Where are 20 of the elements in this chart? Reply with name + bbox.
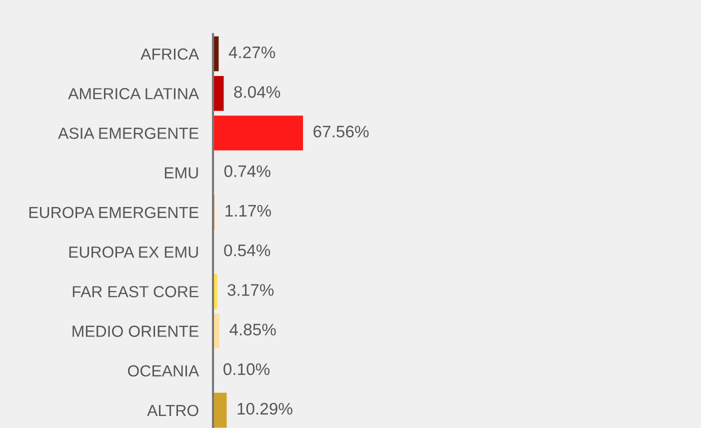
y-tick-label: AFRICA <box>140 48 200 60</box>
y-tick-label: FAR EAST CORE <box>72 286 198 298</box>
y-tick-label: EUROPA EMERGENTE <box>29 206 198 218</box>
y-tick-label: ASIA EMERGENTE <box>58 128 198 139</box>
data-label: 0.54% <box>224 244 270 256</box>
y-tick-label: OCEANIA <box>128 365 200 377</box>
y-tick-label: EUROPA EX EMU <box>69 246 198 258</box>
data-label: 4.85% <box>230 324 276 336</box>
data-label: 0.10% <box>224 363 270 376</box>
y-tick-label: EMU <box>164 167 198 179</box>
data-label: 3.17% <box>228 284 274 296</box>
y-tick-label: AMERICA LATINA <box>68 88 200 100</box>
data-label: 67.56% <box>314 126 369 138</box>
data-label: 4.27% <box>228 46 276 58</box>
data-label: 8.04% <box>234 86 280 98</box>
y-tick-label: ALTRO <box>147 404 198 416</box>
y-tick-label: MEDIO ORIENTE <box>72 326 198 337</box>
data-label: 10.29% <box>238 402 292 415</box>
data-label: 1.17% <box>226 204 271 217</box>
data-label: 0.74% <box>224 165 270 178</box>
